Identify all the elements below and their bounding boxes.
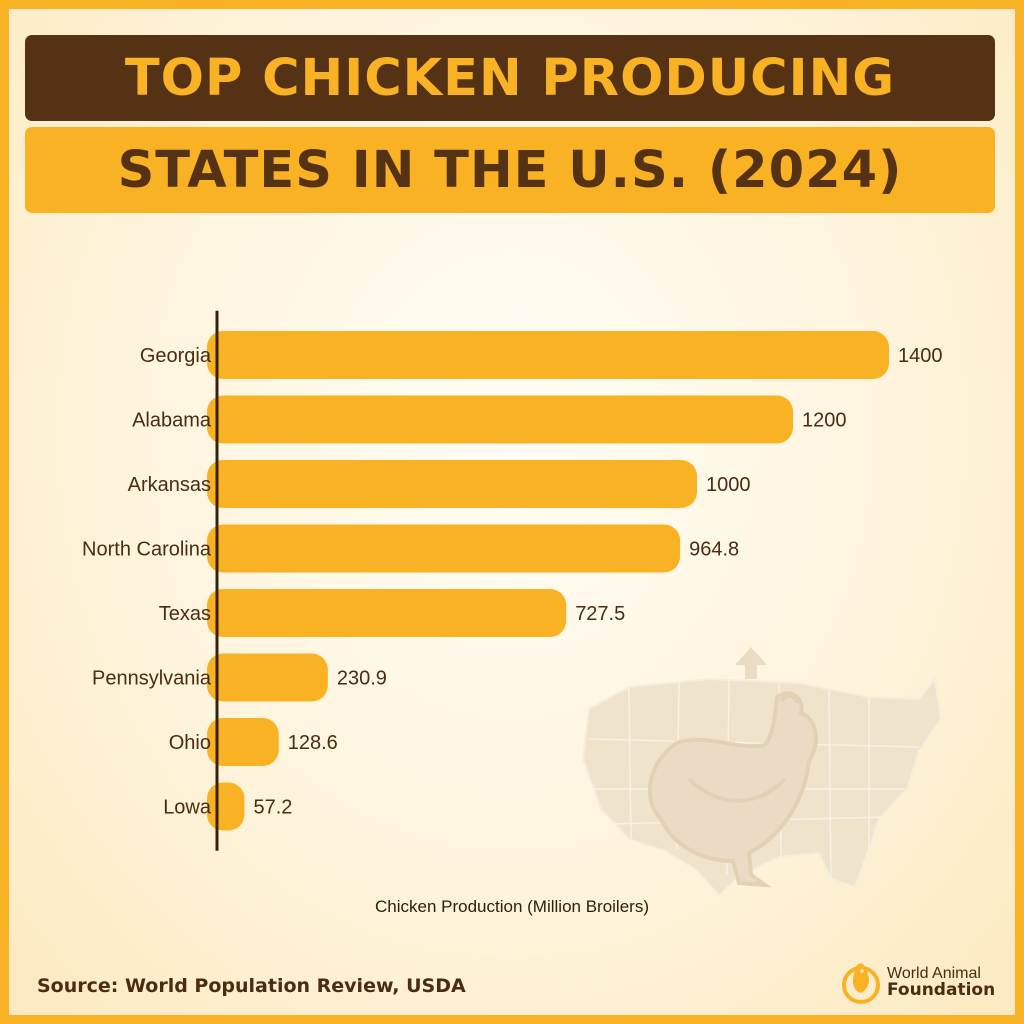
brand-logo: World Animal Foundation (841, 959, 995, 1007)
brand-name-line-1: World Animal (887, 964, 981, 982)
category-label-arkansas: Arkansas (128, 474, 211, 496)
category-label-north-carolina: North Carolina (82, 539, 212, 561)
title-line-2: STATES IN THE U.S. (2024) (117, 140, 903, 200)
value-label-arkansas: 1000 (706, 474, 751, 496)
bar-texas (207, 589, 567, 637)
chicken-circle-logo-icon (842, 963, 880, 1004)
bar-ohio (207, 718, 279, 766)
value-label-north-carolina: 964.8 (689, 539, 739, 561)
bar-lowa (207, 782, 245, 831)
brand-name-line-2: Foundation (887, 980, 996, 1001)
x-axis-title: Chicken Production (Million Broilers) (375, 897, 649, 916)
value-label-lowa: 57.2 (253, 797, 292, 819)
value-label-alabama: 1200 (802, 410, 847, 432)
value-label-ohio: 128.6 (288, 732, 338, 754)
bar-alabama (207, 395, 793, 444)
category-label-texas: Texas (159, 603, 211, 625)
bar-georgia (207, 331, 889, 379)
bar-pennsylvania (207, 653, 328, 702)
category-label-georgia: Georgia (140, 345, 212, 367)
value-label-pennsylvania: 230.9 (337, 668, 387, 690)
category-label-alabama: Alabama (132, 410, 212, 432)
title-banner-top: TOP CHICKEN PRODUCING (25, 35, 995, 121)
bar-north-carolina (207, 524, 681, 573)
bar-chart: Georgia 1400 Alabama 1200 Arkansas 1000 North … (82, 310, 943, 916)
us-map-chicken-icon (581, 647, 943, 897)
category-label-pennsylvania: Pennsylvania (92, 668, 212, 690)
value-label-texas: 727.5 (575, 603, 625, 625)
category-label-lowa: Lowa (163, 797, 212, 819)
title-banner-bottom: STATES IN THE U.S. (2024) (25, 127, 995, 213)
source-note: Source: World Population Review, USDA (37, 975, 466, 997)
title-line-1: TOP CHICKEN PRODUCING (124, 48, 896, 108)
value-label-georgia: 1400 (898, 345, 943, 367)
category-label-ohio: Ohio (169, 732, 211, 754)
bar-arkansas (207, 460, 697, 508)
